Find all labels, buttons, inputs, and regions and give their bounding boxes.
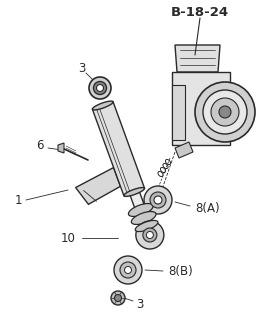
- Circle shape: [150, 192, 166, 208]
- Text: 10: 10: [61, 231, 75, 244]
- Polygon shape: [175, 45, 220, 72]
- Circle shape: [124, 267, 132, 274]
- Text: 3: 3: [78, 61, 86, 75]
- Circle shape: [136, 221, 164, 249]
- Ellipse shape: [131, 212, 156, 224]
- Ellipse shape: [129, 204, 153, 216]
- Circle shape: [146, 231, 153, 238]
- Ellipse shape: [124, 188, 145, 196]
- Circle shape: [211, 98, 239, 126]
- Circle shape: [114, 256, 142, 284]
- Polygon shape: [76, 168, 120, 204]
- Polygon shape: [175, 142, 193, 158]
- Polygon shape: [172, 85, 185, 140]
- Circle shape: [144, 186, 172, 214]
- Circle shape: [120, 262, 136, 278]
- Text: B-18-24: B-18-24: [171, 5, 229, 19]
- Circle shape: [89, 77, 111, 99]
- Circle shape: [111, 291, 125, 305]
- Circle shape: [195, 82, 255, 142]
- Text: 8(B): 8(B): [168, 266, 193, 278]
- Circle shape: [154, 196, 162, 204]
- Text: 8(A): 8(A): [195, 202, 220, 214]
- Circle shape: [219, 106, 231, 118]
- Circle shape: [203, 90, 247, 134]
- Ellipse shape: [135, 220, 158, 232]
- Text: 6: 6: [36, 139, 44, 151]
- Polygon shape: [130, 190, 155, 239]
- Text: 1: 1: [14, 194, 22, 206]
- Ellipse shape: [92, 101, 113, 110]
- Circle shape: [96, 84, 104, 92]
- Polygon shape: [58, 143, 64, 153]
- Circle shape: [114, 294, 122, 301]
- Text: 3: 3: [136, 299, 144, 311]
- Circle shape: [94, 82, 106, 94]
- Polygon shape: [93, 102, 145, 196]
- Circle shape: [143, 228, 157, 242]
- Polygon shape: [172, 72, 230, 145]
